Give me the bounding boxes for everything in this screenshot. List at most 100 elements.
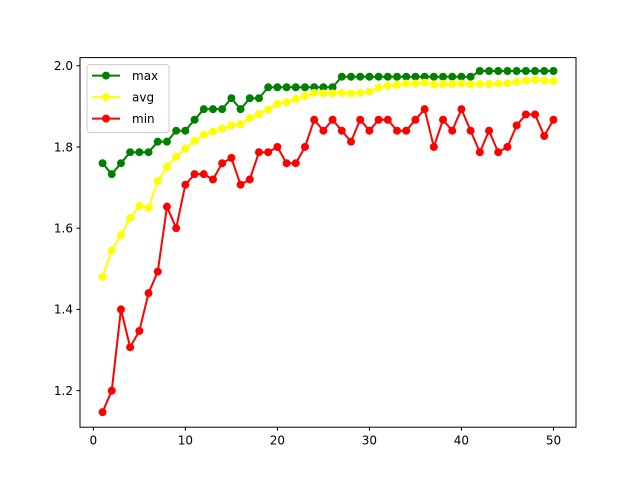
data-point: [337, 88, 346, 97]
data-point: [218, 105, 227, 114]
x-tick-label: 30: [362, 434, 377, 448]
legend-item-min: min: [92, 112, 155, 126]
data-point: [429, 142, 438, 151]
data-point: [420, 78, 429, 87]
legend-label: min: [132, 112, 155, 126]
data-point: [236, 120, 245, 129]
data-point: [429, 80, 438, 89]
data-point: [190, 136, 199, 145]
data-point: [356, 88, 365, 97]
data-point: [383, 72, 392, 81]
data-point: [300, 83, 309, 92]
legend-label: avg: [132, 90, 154, 104]
data-point: [190, 115, 199, 124]
legend-item-max: max: [92, 69, 158, 83]
data-point: [153, 267, 162, 276]
data-point: [374, 83, 383, 92]
data-point: [494, 67, 503, 75]
data-point: [374, 72, 383, 81]
data-point: [337, 72, 346, 81]
data-point: [328, 115, 337, 124]
data-point: [310, 115, 319, 124]
data-point: [98, 408, 107, 417]
data-point: [126, 148, 135, 157]
data-point: [98, 159, 107, 168]
x-tick-label: 40: [454, 434, 469, 448]
data-point: [254, 110, 263, 119]
series-min: [98, 105, 558, 417]
data-point: [319, 83, 328, 92]
data-point: [181, 180, 190, 189]
data-point: [466, 72, 475, 81]
data-point: [356, 72, 365, 81]
legend-marker: [102, 93, 110, 102]
x-tick-label: 50: [546, 434, 561, 448]
data-point: [300, 142, 309, 151]
data-point: [475, 148, 484, 157]
legend-marker: [102, 114, 110, 123]
data-point: [337, 126, 346, 135]
data-point: [172, 152, 181, 161]
data-point: [245, 175, 254, 184]
data-point: [208, 105, 217, 114]
data-point: [208, 127, 217, 136]
data-point: [107, 170, 116, 179]
series-avg: [98, 75, 558, 281]
data-point: [512, 121, 521, 130]
data-point: [531, 75, 540, 84]
data-point: [439, 80, 448, 88]
data-point: [291, 83, 300, 92]
data-point: [254, 94, 263, 103]
series-max: [98, 67, 558, 179]
legend: max avg min: [86, 64, 170, 134]
data-point: [521, 76, 530, 85]
y-axis: 1.2 1.4 1.6 1.8 2.0: [54, 59, 80, 398]
data-point: [448, 80, 457, 88]
data-point: [135, 201, 144, 210]
data-point: [153, 137, 162, 146]
data-point: [264, 105, 273, 114]
data-point: [549, 115, 558, 124]
data-point: [273, 142, 282, 151]
data-point: [291, 159, 300, 168]
data-point: [135, 326, 144, 335]
x-tick-label: 20: [270, 434, 285, 448]
data-point: [300, 92, 309, 101]
data-point: [181, 126, 190, 135]
data-point: [144, 289, 153, 298]
data-point: [457, 79, 466, 88]
data-point: [282, 98, 291, 107]
data-point: [549, 77, 558, 86]
data-point: [347, 72, 356, 81]
data-point: [512, 67, 521, 75]
data-point: [475, 80, 484, 88]
data-point: [411, 115, 420, 124]
data-point: [393, 72, 402, 81]
data-point: [328, 89, 337, 98]
data-point: [144, 203, 153, 212]
data-point: [485, 67, 494, 75]
data-point: [402, 72, 411, 81]
data-point: [162, 137, 171, 146]
data-point: [273, 99, 282, 108]
data-point: [503, 142, 512, 151]
data-point: [429, 72, 438, 81]
data-point: [273, 83, 282, 92]
data-point: [540, 67, 549, 75]
data-point: [411, 72, 420, 81]
data-point: [402, 126, 411, 135]
data-point: [356, 115, 365, 124]
data-point: [254, 148, 263, 157]
data-point: [172, 224, 181, 233]
data-point: [310, 88, 319, 97]
data-point: [521, 110, 530, 119]
data-point: [144, 148, 153, 157]
data-point: [494, 79, 503, 88]
data-point: [365, 72, 374, 81]
x-tick-label: 0: [90, 434, 98, 448]
data-point: [466, 80, 475, 89]
data-point: [236, 105, 245, 114]
data-point: [153, 177, 162, 186]
data-point: [521, 67, 530, 75]
data-point: [457, 72, 466, 81]
